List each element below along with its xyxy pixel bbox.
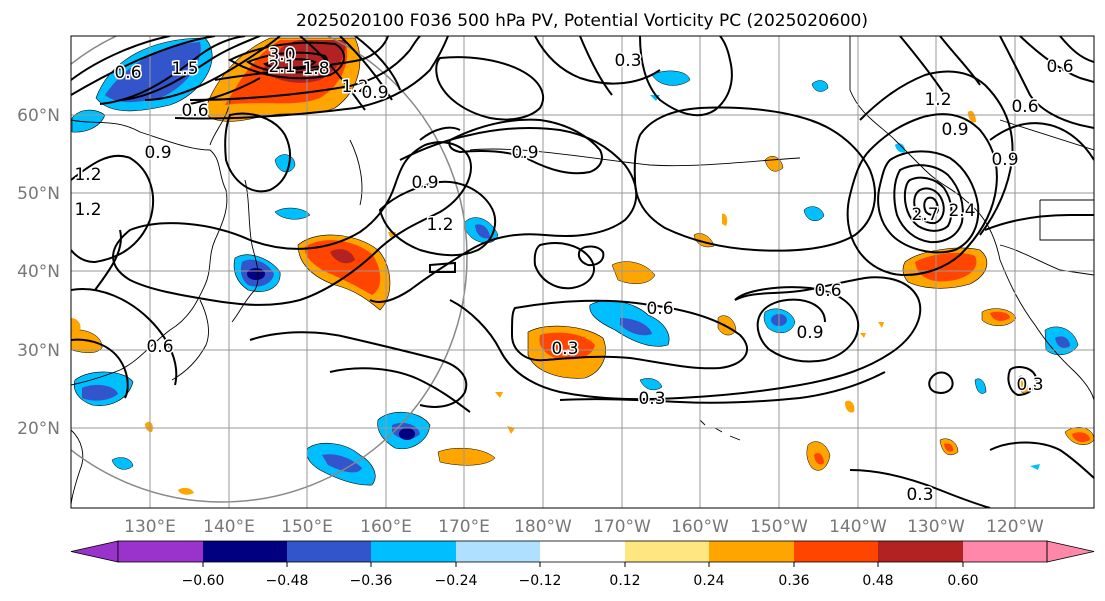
contour-label: 0.3 <box>551 339 578 359</box>
pv-contours <box>71 36 1094 508</box>
contour-label: 1.2 <box>74 165 101 185</box>
colorbar-tick-label: 0.24 <box>693 573 724 589</box>
contour-label: 2.7 <box>911 205 938 225</box>
lat-label: 40°N <box>17 262 60 282</box>
map-frame <box>70 35 1095 509</box>
pv-shading <box>71 37 1094 495</box>
contour-label: 2.4 <box>948 201 975 221</box>
contour-label: 0.6 <box>814 281 841 301</box>
colorbar-extend-max <box>1046 540 1095 563</box>
colorbar-tick-label: −0.24 <box>435 573 478 589</box>
contour-label: 0.6 <box>114 63 141 83</box>
map-content: 0.6 1.53.02.1 1.81.20.90.60.30.91.21.20.90… <box>71 36 1094 508</box>
contour-label: 1.2 <box>74 200 101 220</box>
contour-label: 0.6 <box>146 337 173 357</box>
lon-label: 130°E <box>124 517 176 537</box>
colorbar-segment <box>794 541 878 562</box>
colorbar-tick-label: −0.48 <box>266 573 309 589</box>
lat-label: 50°N <box>17 184 60 204</box>
lon-label: 180°W <box>514 517 572 537</box>
latitude-labels: 60°N 50°N 40°N 30°N 20°N <box>17 106 60 439</box>
lon-label: 120°W <box>986 517 1044 537</box>
colorbar-tick-label: 0.12 <box>609 573 640 589</box>
contour-label: 3.0 <box>268 45 295 65</box>
colorbar-segment <box>203 541 287 562</box>
colorbar-tick-label: −0.60 <box>182 573 225 589</box>
contour-label: 0.9 <box>796 323 823 343</box>
colorbar-extend-min <box>70 540 119 563</box>
colorbar-segment <box>118 541 203 562</box>
contour-label: 0.6 <box>181 101 208 121</box>
colorbar-segment <box>625 541 709 562</box>
contour-label: 0.3 <box>1016 375 1043 395</box>
lat-label: 20°N <box>17 419 60 439</box>
colorbar-frame <box>117 540 1048 563</box>
colorbar: −0.60 −0.48 −0.36 −0.24 −0.12 0.12 0.24 0.36 0.4… <box>70 540 1095 589</box>
lat-lon-grid <box>71 36 1094 508</box>
lon-label: 160°W <box>671 517 729 537</box>
contour-label: 2.1 <box>268 57 295 77</box>
reference-circle <box>71 36 468 503</box>
contour-label: 0.6 <box>646 299 673 319</box>
figure-title: 2025020100 F036 500 hPa PV, Potential Vo… <box>296 11 868 31</box>
contour-label: 0.3 <box>638 389 665 409</box>
lon-label: 130°W <box>907 517 965 537</box>
lon-label: 150°E <box>281 517 333 537</box>
contour-labels: 0.6 1.53.02.1 1.81.20.90.60.30.91.21.20.90… <box>73 44 1075 507</box>
contour-label: 1.2 <box>341 77 368 97</box>
longitude-labels: 130°E 140°E 150°E 160°E 170°E 180°W 170°W 160°W… <box>124 517 1044 537</box>
colorbar-segment <box>456 541 540 562</box>
contour-label: 0.3 <box>614 51 641 71</box>
colorbar-tick-label: −0.36 <box>350 573 393 589</box>
colorbar-segment <box>878 541 963 562</box>
colorbar-segment <box>963 541 1047 562</box>
contour-label: 1.8 <box>302 59 329 79</box>
lat-label: 60°N <box>17 106 60 126</box>
lon-label: 150°W <box>750 517 808 537</box>
contour-label: 1.2 <box>426 215 453 235</box>
contour-label: 0.9 <box>411 173 438 193</box>
colorbar-segment <box>709 541 794 562</box>
contour-label: 0.9 <box>511 143 538 163</box>
contour-label: 0.6 <box>1046 57 1073 77</box>
colorbar-tick-label: 0.60 <box>947 573 978 589</box>
lon-label: 160°E <box>360 517 412 537</box>
contour-label: 0.6 <box>1011 97 1038 117</box>
contour-label: 0.3 <box>906 485 933 505</box>
lat-label: 30°N <box>17 341 60 361</box>
contour-label: 1.2 <box>924 90 951 110</box>
contour-label: 0.9 <box>941 120 968 140</box>
colorbar-tick-label: 0.48 <box>862 573 893 589</box>
colorbar-segment <box>287 541 371 562</box>
contour-label: 1.5 <box>171 59 198 79</box>
colorbar-segment <box>371 541 456 562</box>
contour-label: 0.9 <box>361 83 388 103</box>
lon-label: 140°E <box>203 517 255 537</box>
lon-label: 170°W <box>593 517 651 537</box>
colorbar-segment <box>540 541 625 562</box>
colorbar-tick-label: 0.36 <box>778 573 809 589</box>
colorbar-tick-label: −0.12 <box>519 573 562 589</box>
contour-label: 0.9 <box>991 150 1018 170</box>
lon-label: 140°W <box>829 517 887 537</box>
lon-label: 170°E <box>438 517 490 537</box>
contour-label: 0.9 <box>144 143 171 163</box>
